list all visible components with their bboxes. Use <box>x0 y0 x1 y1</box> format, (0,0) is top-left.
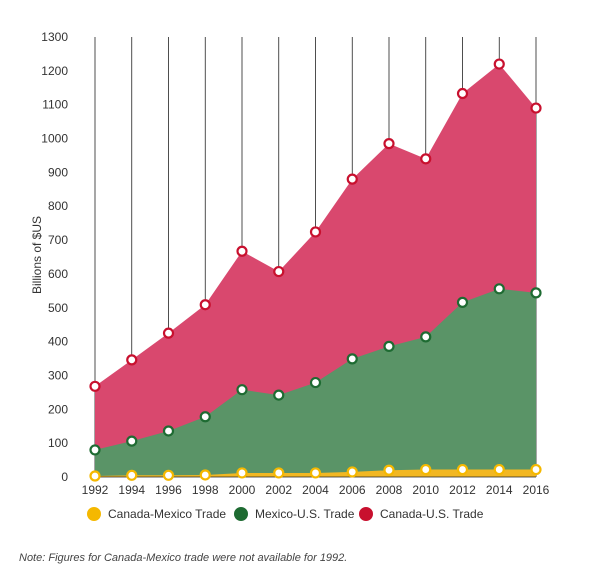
point-canada-u-s-trade-2002 <box>273 265 285 278</box>
x-tick-label: 2002 <box>265 483 292 497</box>
point-canada-mexico-trade-2004 <box>309 467 322 479</box>
point-mexico-u-s-trade-2012 <box>456 296 469 308</box>
y-tick-label: 100 <box>48 436 68 450</box>
y-tick-label: 800 <box>48 199 68 213</box>
point-canada-u-s-trade-2004 <box>309 226 322 238</box>
point-canada-mexico-trade-2012 <box>456 463 469 476</box>
point-canada-u-s-trade-1994 <box>126 354 138 366</box>
point-canada-u-s-trade-2008 <box>383 138 395 150</box>
y-tick-label: 600 <box>48 267 68 281</box>
x-tick-label: 1992 <box>82 483 109 497</box>
point-canada-mexico-trade-1992 <box>89 470 101 482</box>
legend-label-canada-u-s-trade: Canada-U.S. Trade <box>380 507 484 521</box>
y-tick-label: 1000 <box>41 132 68 146</box>
point-canada-u-s-trade-2000 <box>236 245 248 257</box>
legend-swatch-canada-mexico-trade <box>87 507 101 521</box>
point-canada-mexico-trade-2014 <box>493 463 505 476</box>
legend-swatch-mexico-u-s-trade <box>234 507 248 521</box>
y-tick-label: 1100 <box>42 98 68 112</box>
point-canada-mexico-trade-1998 <box>199 469 211 481</box>
y-tick-label: 700 <box>48 233 68 247</box>
point-canada-mexico-trade-2006 <box>346 466 358 478</box>
x-tick-label: 2014 <box>486 483 513 497</box>
point-canada-u-s-trade-2012 <box>456 87 469 100</box>
point-canada-mexico-trade-2016 <box>530 463 542 476</box>
legend-swatch-canada-u-s-trade <box>359 507 373 521</box>
legend-label-canada-mexico-trade: Canada-Mexico Trade <box>108 507 226 521</box>
point-canada-u-s-trade-1996 <box>162 327 175 339</box>
point-mexico-u-s-trade-1996 <box>162 425 175 437</box>
point-canada-u-s-trade-1992 <box>89 380 101 392</box>
y-tick-label: 200 <box>48 402 68 416</box>
point-mexico-u-s-trade-1998 <box>199 411 211 423</box>
x-tick-label: 2012 <box>449 483 476 497</box>
y-tick-label: 900 <box>48 165 68 179</box>
point-canada-u-s-trade-2016 <box>530 102 542 114</box>
x-tick-label: 1994 <box>118 483 145 497</box>
point-mexico-u-s-trade-1994 <box>126 435 138 447</box>
point-mexico-u-s-trade-2000 <box>236 384 248 396</box>
point-canada-mexico-trade-2002 <box>273 467 285 479</box>
x-tick-label: 1996 <box>155 483 182 497</box>
point-canada-u-s-trade-2010 <box>420 153 432 165</box>
footnote: Note: Figures for Canada-Mexico trade we… <box>19 552 348 564</box>
point-mexico-u-s-trade-2014 <box>493 283 505 295</box>
y-tick-label: 300 <box>48 368 68 382</box>
point-mexico-u-s-trade-2016 <box>530 287 542 299</box>
point-mexico-u-s-trade-2002 <box>273 389 285 401</box>
point-canada-mexico-trade-1996 <box>162 469 175 481</box>
point-mexico-u-s-trade-2006 <box>346 353 358 365</box>
x-tick-label: 1998 <box>192 483 219 497</box>
x-tick-label: 2008 <box>376 483 403 497</box>
point-canada-mexico-trade-2000 <box>236 467 248 479</box>
y-tick-label: 0 <box>61 470 68 484</box>
legend-label-mexico-u-s-trade: Mexico-U.S. Trade <box>255 507 355 521</box>
point-canada-u-s-trade-1998 <box>199 299 211 311</box>
point-mexico-u-s-trade-1992 <box>89 444 101 456</box>
y-tick-label: 400 <box>48 335 68 349</box>
x-tick-label: 2004 <box>302 483 329 497</box>
point-canada-u-s-trade-2006 <box>346 173 358 185</box>
x-tick-label: 2006 <box>339 483 366 497</box>
y-tick-label: 1200 <box>41 64 68 78</box>
point-mexico-u-s-trade-2010 <box>420 331 432 343</box>
y-tick-label: 1300 <box>41 30 68 44</box>
point-mexico-u-s-trade-2008 <box>383 340 395 352</box>
legend: Canada-Mexico Trade Mexico-U.S. Trade Cana… <box>87 507 484 521</box>
point-canada-mexico-trade-1994 <box>126 469 138 481</box>
y-tick-label: 500 <box>48 301 68 315</box>
point-canada-mexico-trade-2010 <box>420 463 432 476</box>
point-canada-mexico-trade-2008 <box>383 464 395 476</box>
x-tick-label: 2016 <box>523 483 550 497</box>
markers <box>89 58 542 482</box>
point-mexico-u-s-trade-2004 <box>309 376 322 389</box>
x-tick-label: 2010 <box>412 483 439 497</box>
x-tick-label: 2000 <box>229 483 256 497</box>
point-canada-u-s-trade-2014 <box>493 58 505 70</box>
y-axis-title: Billions of $US <box>30 216 44 294</box>
axes: 0 100 200 300 400 500 600 700 800 900 1000 1100 1200… <box>41 30 549 497</box>
